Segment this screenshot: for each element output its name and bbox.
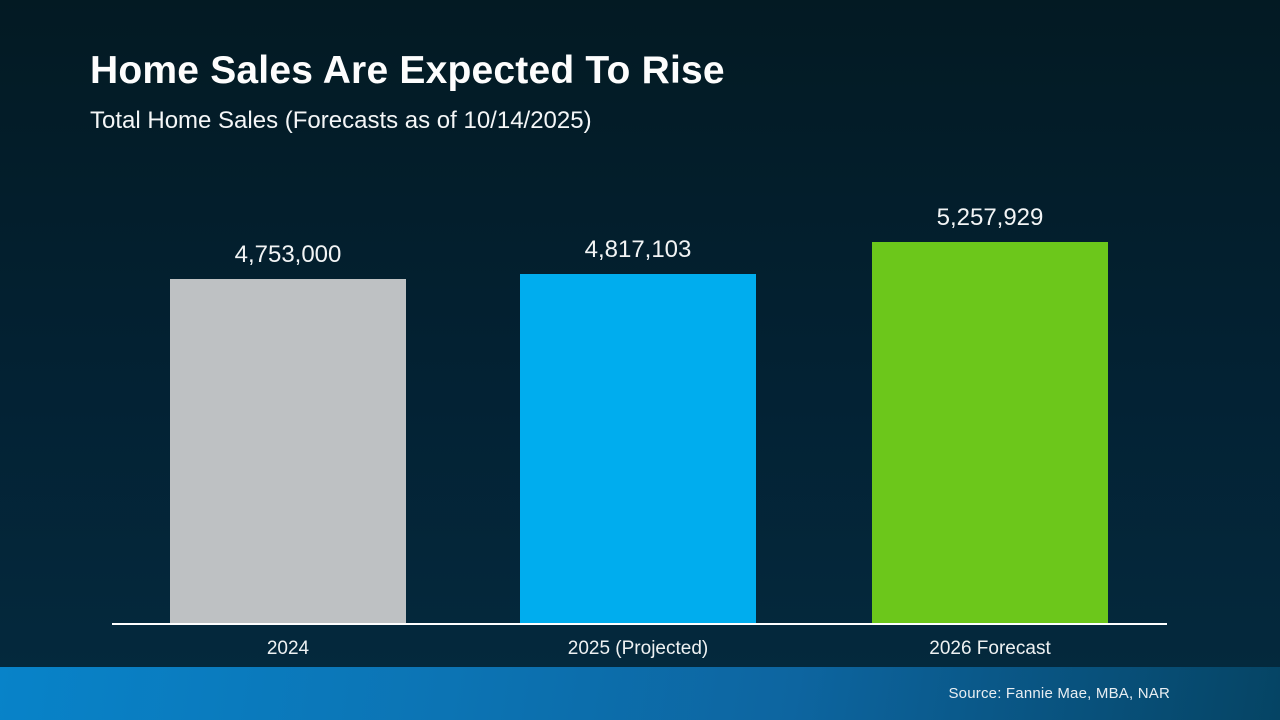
header: Home Sales Are Expected To Rise Total Ho… bbox=[90, 48, 725, 135]
bar-2024 bbox=[170, 279, 406, 623]
bar-value-label: 4,817,103 bbox=[584, 236, 692, 263]
category-label: 2025 (Projected) bbox=[567, 638, 709, 659]
chart-subtitle: Total Home Sales (Forecasts as of 10/14/… bbox=[90, 107, 592, 134]
bar-value-label: 5,257,929 bbox=[936, 204, 1044, 231]
bar-value-label: 4,753,000 bbox=[234, 241, 342, 268]
category-label: 2026 Forecast bbox=[929, 638, 1051, 659]
bar-2025 (Projected) bbox=[520, 274, 756, 623]
source-attribution: Source: Fannie Mae, MBA, NAR bbox=[948, 685, 1170, 702]
bar-2026 Forecast bbox=[872, 242, 1108, 623]
x-axis-line bbox=[112, 623, 1167, 625]
footer-band: Source: Fannie Mae, MBA, NAR bbox=[0, 667, 1280, 720]
category-label: 2024 bbox=[266, 638, 310, 659]
chart-title: Home Sales Are Expected To Rise bbox=[90, 49, 725, 92]
